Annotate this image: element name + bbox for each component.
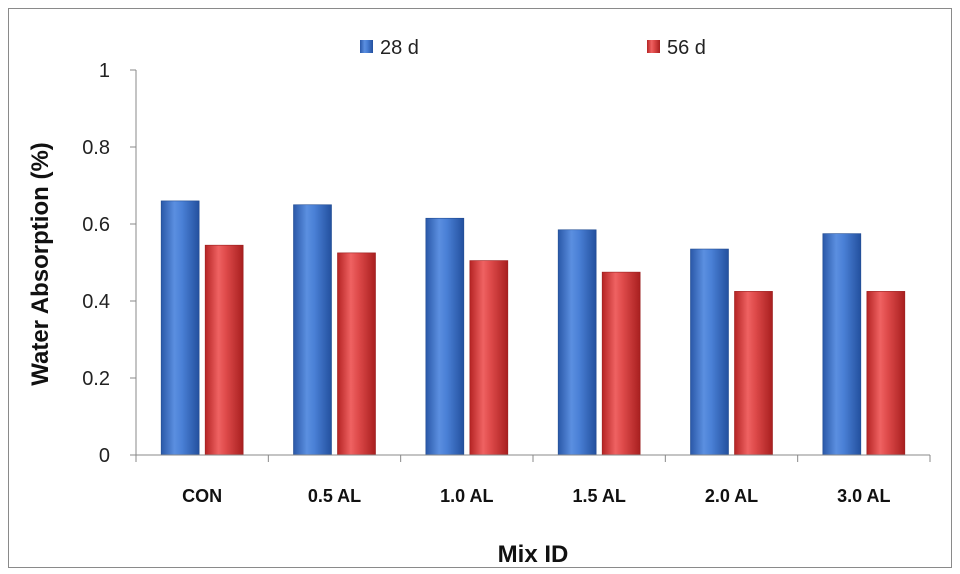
- bar-56d-30AL: [866, 291, 906, 456]
- x-tick-label: 2.0 AL: [705, 486, 758, 506]
- y-tick-label: 0.2: [82, 368, 110, 390]
- y-tick-label: 0: [99, 445, 110, 467]
- bars-group: [160, 200, 906, 456]
- bar-56d-20AL: [734, 291, 773, 456]
- bar-28d-CON: [160, 200, 200, 456]
- bar-56d-CON: [204, 244, 244, 456]
- x-tick-label: 3.0 AL: [837, 486, 890, 506]
- legend-label-56d: 56 d: [667, 37, 706, 59]
- y-tick-label: 1: [99, 60, 110, 82]
- bar-56d-10AL: [469, 260, 509, 456]
- legend-swatch-28d: [360, 40, 373, 53]
- bar-56d-05AL: [337, 252, 376, 456]
- legend-swatch-56d: [647, 40, 660, 53]
- y-tick-label: 0.6: [82, 214, 110, 236]
- bar-28d-10AL: [425, 217, 465, 456]
- x-tick-label: CON: [182, 486, 222, 506]
- x-tick-label: 1.5 AL: [572, 486, 625, 506]
- bar-28d-20AL: [690, 248, 729, 456]
- x-tick-label: 0.5 AL: [308, 486, 361, 506]
- legend: 28 d 56 d: [360, 37, 706, 59]
- bar-28d-30AL: [822, 233, 862, 456]
- y-axis-title: Water Absorption (%): [27, 142, 54, 386]
- bar-28d-15AL: [557, 229, 597, 456]
- x-tick-label: 1.0 AL: [440, 486, 493, 506]
- bar-56d-15AL: [601, 271, 641, 456]
- axes-group: 0 0.2 0.4 0.6 0.8 1 CON 0.5 AL 1.0 AL 1.5 AL 2.0 A…: [82, 60, 931, 506]
- y-tick-label: 0.8: [82, 137, 110, 159]
- legend-label-28d: 28 d: [380, 37, 419, 59]
- x-axis-title: Mix ID: [498, 541, 569, 568]
- y-tick-label: 0.4: [82, 291, 110, 313]
- bar-28d-05AL: [293, 204, 332, 456]
